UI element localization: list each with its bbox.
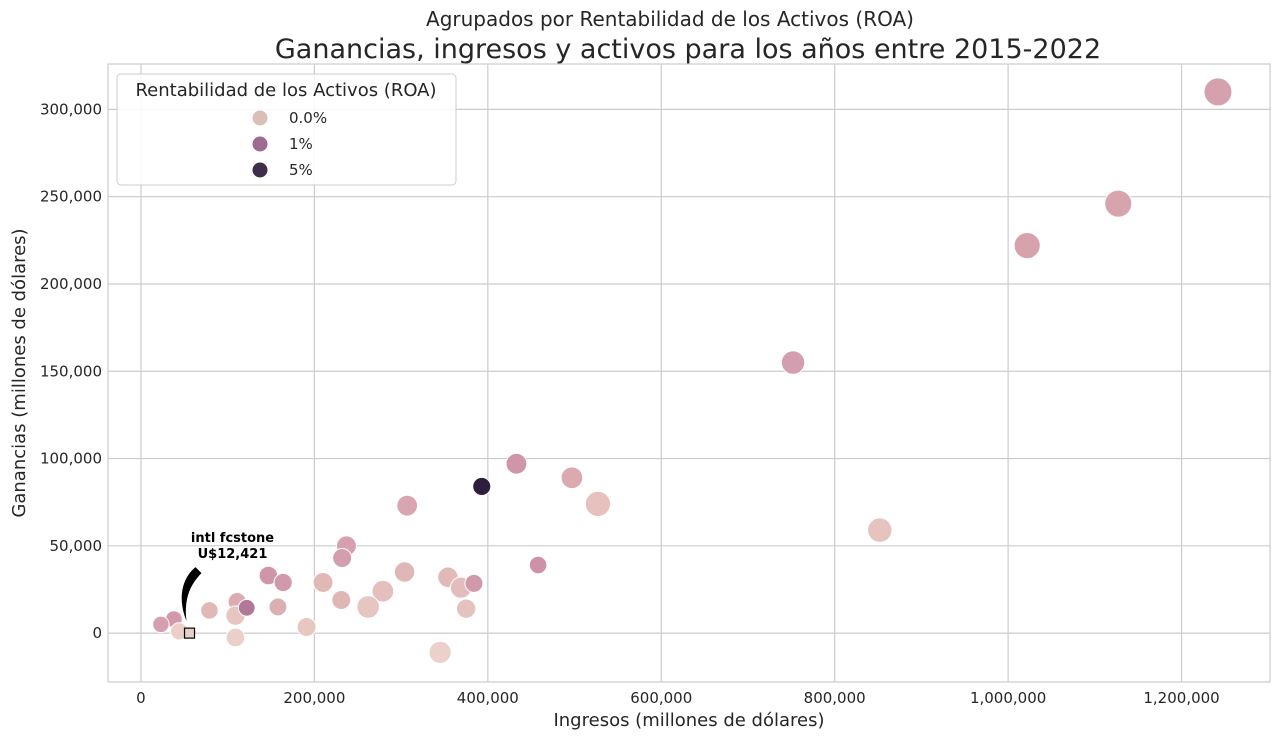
y-tick-label: 250,000 — [40, 188, 102, 206]
y-axis-label: Ganancias (millones de dólares) — [9, 228, 30, 517]
data-point — [331, 589, 352, 610]
y-tick-label: 50,000 — [50, 537, 103, 555]
legend-title: Rentabilidad de los Activos (ROA) — [135, 80, 436, 101]
y-tick-label: 200,000 — [40, 275, 102, 293]
data-point — [867, 517, 893, 543]
x-tick-label: 0 — [136, 689, 146, 707]
data-point — [396, 494, 419, 517]
data-point — [273, 572, 293, 593]
data-point — [584, 490, 612, 518]
y-tick-label: 0 — [92, 624, 102, 642]
legend-label-0: 0.0% — [289, 109, 327, 127]
data-point — [472, 476, 492, 497]
data-point — [464, 573, 484, 593]
legend-frame — [116, 73, 457, 186]
y-tick-label: 100,000 — [40, 450, 102, 468]
x-tick-label: 1,000,000 — [970, 689, 1046, 707]
data-point — [237, 598, 256, 617]
data-point — [200, 601, 219, 620]
x-tick-label: 200,000 — [283, 689, 345, 707]
data-point — [268, 597, 288, 617]
x-tick-label: 800,000 — [804, 689, 866, 707]
legend: Rentabilidad de los Activos (ROA) 0.0% 1… — [116, 73, 457, 186]
legend-label-1: 1% — [289, 135, 313, 153]
x-tick-label: 600,000 — [630, 689, 692, 707]
annotation-arrow — [181, 567, 202, 622]
y-tick-labels: 0 50,000 100,000 150,000 200,000 250,000 300,0… — [40, 100, 102, 642]
data-point — [455, 598, 477, 619]
data-point — [1104, 189, 1133, 218]
data-point — [371, 579, 395, 603]
y-tick-label: 300,000 — [40, 100, 102, 118]
data-point — [560, 466, 584, 490]
legend-marker-1 — [252, 136, 268, 152]
x-tick-labels: 0 200,000 400,000 600,000 800,000 1,000,000 1,… — [136, 689, 1220, 707]
data-point — [393, 561, 416, 583]
data-point — [528, 555, 548, 575]
data-point — [312, 572, 334, 593]
data-point — [1203, 77, 1233, 107]
annotation-label: intl fcstone — [191, 531, 274, 546]
y-tick-label: 150,000 — [40, 362, 102, 380]
data-point — [428, 640, 452, 664]
data-point — [296, 617, 317, 638]
data-point — [505, 452, 528, 475]
legend-marker-0 — [252, 110, 268, 126]
chart-title: Ganancias, ingresos y activos para los a… — [275, 34, 1101, 65]
data-point — [1013, 231, 1041, 260]
legend-label-2: 5% — [289, 161, 313, 179]
chart-suptitle: Agrupados por Rentabilidad de los Activo… — [426, 7, 914, 31]
data-points — [152, 77, 1233, 664]
data-point — [332, 548, 353, 569]
x-axis-label: Ingresos (millones de dólares) — [553, 710, 824, 731]
highlight-marker — [183, 627, 196, 639]
legend-marker-2 — [252, 162, 268, 178]
x-tick-label: 400,000 — [457, 689, 519, 707]
data-point — [780, 350, 806, 375]
x-tick-label: 1,200,000 — [1143, 689, 1219, 707]
data-point — [152, 615, 170, 634]
data-point — [225, 627, 246, 648]
data-point — [356, 595, 380, 619]
annotation-value: U$12,421 — [198, 547, 268, 562]
